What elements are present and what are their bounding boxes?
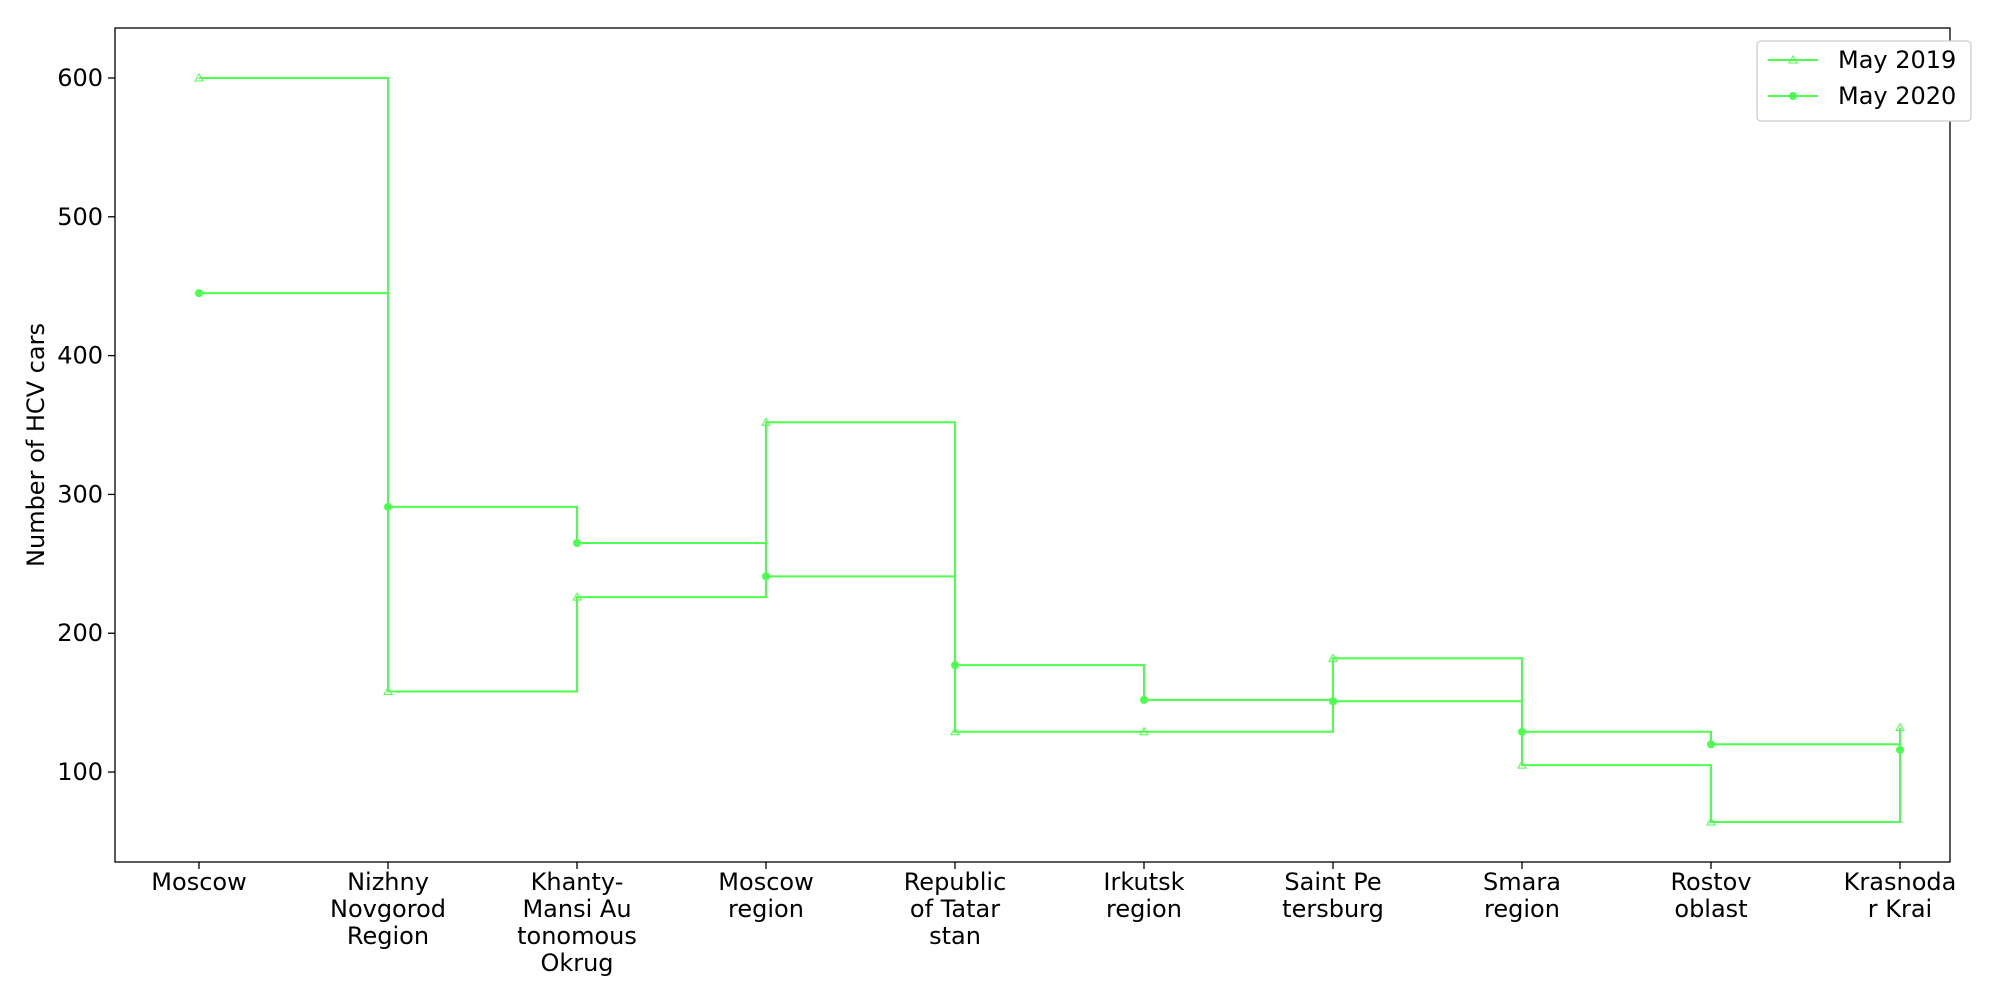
x-tick-label-line: tonomous [517,922,637,950]
x-tick-label: Republic of Tatar stan [904,868,1007,950]
data-point [951,661,959,670]
x-tick-label-line: Krasnoda [1844,868,1957,896]
x-tick-label-line: region [1106,895,1182,923]
x-tick-label: Krasnoda r Krai [1844,868,1957,923]
data-point [1895,722,1905,732]
data-point [1517,760,1527,769]
y-tick-label: 100 [57,758,103,786]
data-point [1788,54,1798,64]
x-tick-label: Irkutsk region [1103,868,1184,923]
x-tick-label-line: tersburg [1282,895,1384,923]
data-point [1707,740,1715,749]
data-point [195,289,203,298]
plot-area [114,27,1951,863]
data-point [383,686,393,696]
data-point [1139,726,1149,736]
x-tick-label-line: Republic [904,868,1007,896]
legend: May 2019 May 2020 [1756,40,1972,122]
y-tick-label: 300 [57,480,103,508]
x-tick-label: Saint Pe tersburg [1282,868,1384,923]
x-tick-label-line: Moscow [151,868,246,896]
series-line-2 [199,292,1901,750]
y-tick-label: 200 [57,619,103,647]
data-point [1140,695,1148,704]
x-tick-label: Khanty-Mansi Au tonomous Okrug [517,868,637,977]
x-tick-label-line: Khanty- [531,868,624,896]
data-point [1329,697,1337,706]
data-point [1896,745,1904,754]
x-tick-label-line: Moscow [718,868,813,896]
data-point [761,417,771,426]
x-tick-label-line: oblast [1674,895,1747,923]
data-point [1328,653,1338,662]
x-tick-label: Smara region [1483,868,1561,923]
x-tick-label-line: Irkutsk [1103,868,1184,896]
x-tick-label-line: Novgorod [330,895,446,923]
data-point [762,572,770,581]
x-tick-label-line: Smara [1483,868,1561,896]
x-tick-label: Moscow [151,868,246,896]
legend-label: May 2020 [1838,82,1956,110]
y-tick-label: 400 [57,342,103,370]
x-tick-label-line: r Krai [1868,895,1932,923]
x-axis: Moscow Nizhny Novgorod Region Khanty-Mansi A… [151,862,1956,977]
data-point [573,539,581,548]
y-tick-label: 500 [57,203,103,231]
x-tick-label-line: Mansi Au [522,895,631,923]
x-tick-label-line: region [728,895,804,923]
y-tick-label: 600 [57,64,103,92]
data-point [384,502,392,511]
data-point [194,72,204,82]
x-tick-label-line: Saint Pe [1284,868,1381,896]
y-axis-label: Number of HCV cars [22,323,50,567]
x-tick-label-line: stan [929,922,981,950]
x-tick-label-line: Region [347,922,429,950]
x-tick-label-line: Okrug [540,949,613,977]
series-layer [194,72,1905,826]
legend-label: May 2019 [1838,46,1956,74]
x-tick-label-line: region [1484,895,1560,923]
x-tick-label: Rostov oblast [1670,868,1751,923]
x-tick-label: Nizhny Novgorod Region [330,868,446,950]
x-tick-label-line: Nizhny [347,868,429,896]
data-point [950,726,960,736]
data-point [572,592,582,601]
x-tick-label-line: Rostov [1670,868,1751,896]
data-point [1706,817,1716,826]
x-tick-label: Moscow region [718,868,813,923]
y-axis: 100 200 300 400 500 600 [57,64,115,786]
data-point [1518,727,1526,736]
data-point [1789,92,1797,100]
series-line-1 [199,76,1901,824]
x-tick-label-line: of Tatar [910,895,1000,923]
